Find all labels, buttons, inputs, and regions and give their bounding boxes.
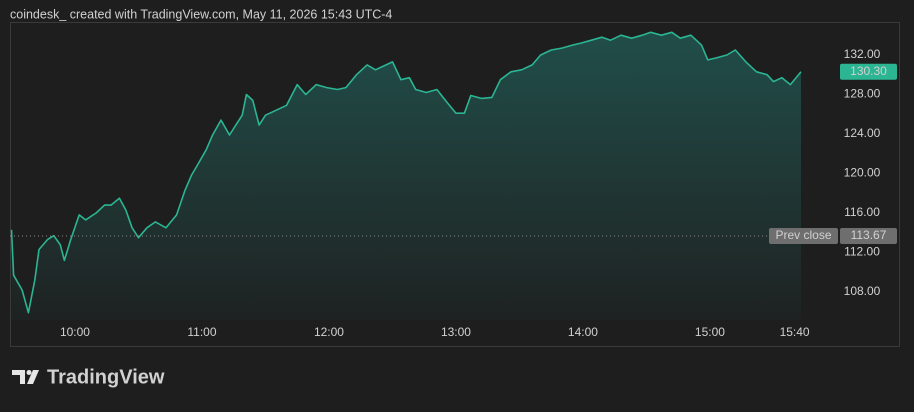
last-price-label: 130.30 [850,64,887,78]
prev-close-value: 113.67 [851,228,887,242]
x-tick-label: 15:00 [695,325,725,339]
x-tick-label: 13:00 [441,325,471,339]
footer-brand: TradingView [47,366,165,388]
logo-seven [12,370,25,384]
x-tick-label: 15:40 [780,325,810,339]
tv-logo [12,370,39,384]
logo-slash [27,370,39,384]
x-tick-label: 14:00 [568,325,598,339]
y-tick-label: 116.00 [844,205,880,219]
last-price-box [840,63,897,80]
y-tick-label: 120.00 [844,166,881,180]
x-tick-label: 12:00 [314,325,344,339]
y-tick-label: 132.00 [844,47,881,61]
y-tick-label: 112.00 [844,245,880,259]
y-tick-label: 124.00 [844,126,881,140]
y-tick-label: 108.00 [844,284,881,298]
area-fill [11,32,801,321]
price-line [10,31,802,314]
logo-dot [26,370,32,375]
header: coindesk_ created with TradingView.com, … [10,7,392,21]
pane-border [10,22,900,347]
x-tick-label: 11:00 [187,325,216,339]
prev-close-name: Prev close [775,228,831,242]
x-tick-label: 10:00 [60,325,90,339]
prev-close-tag [769,227,838,244]
y-tick-label: 128.00 [844,87,881,101]
prev-close-box [840,227,897,244]
